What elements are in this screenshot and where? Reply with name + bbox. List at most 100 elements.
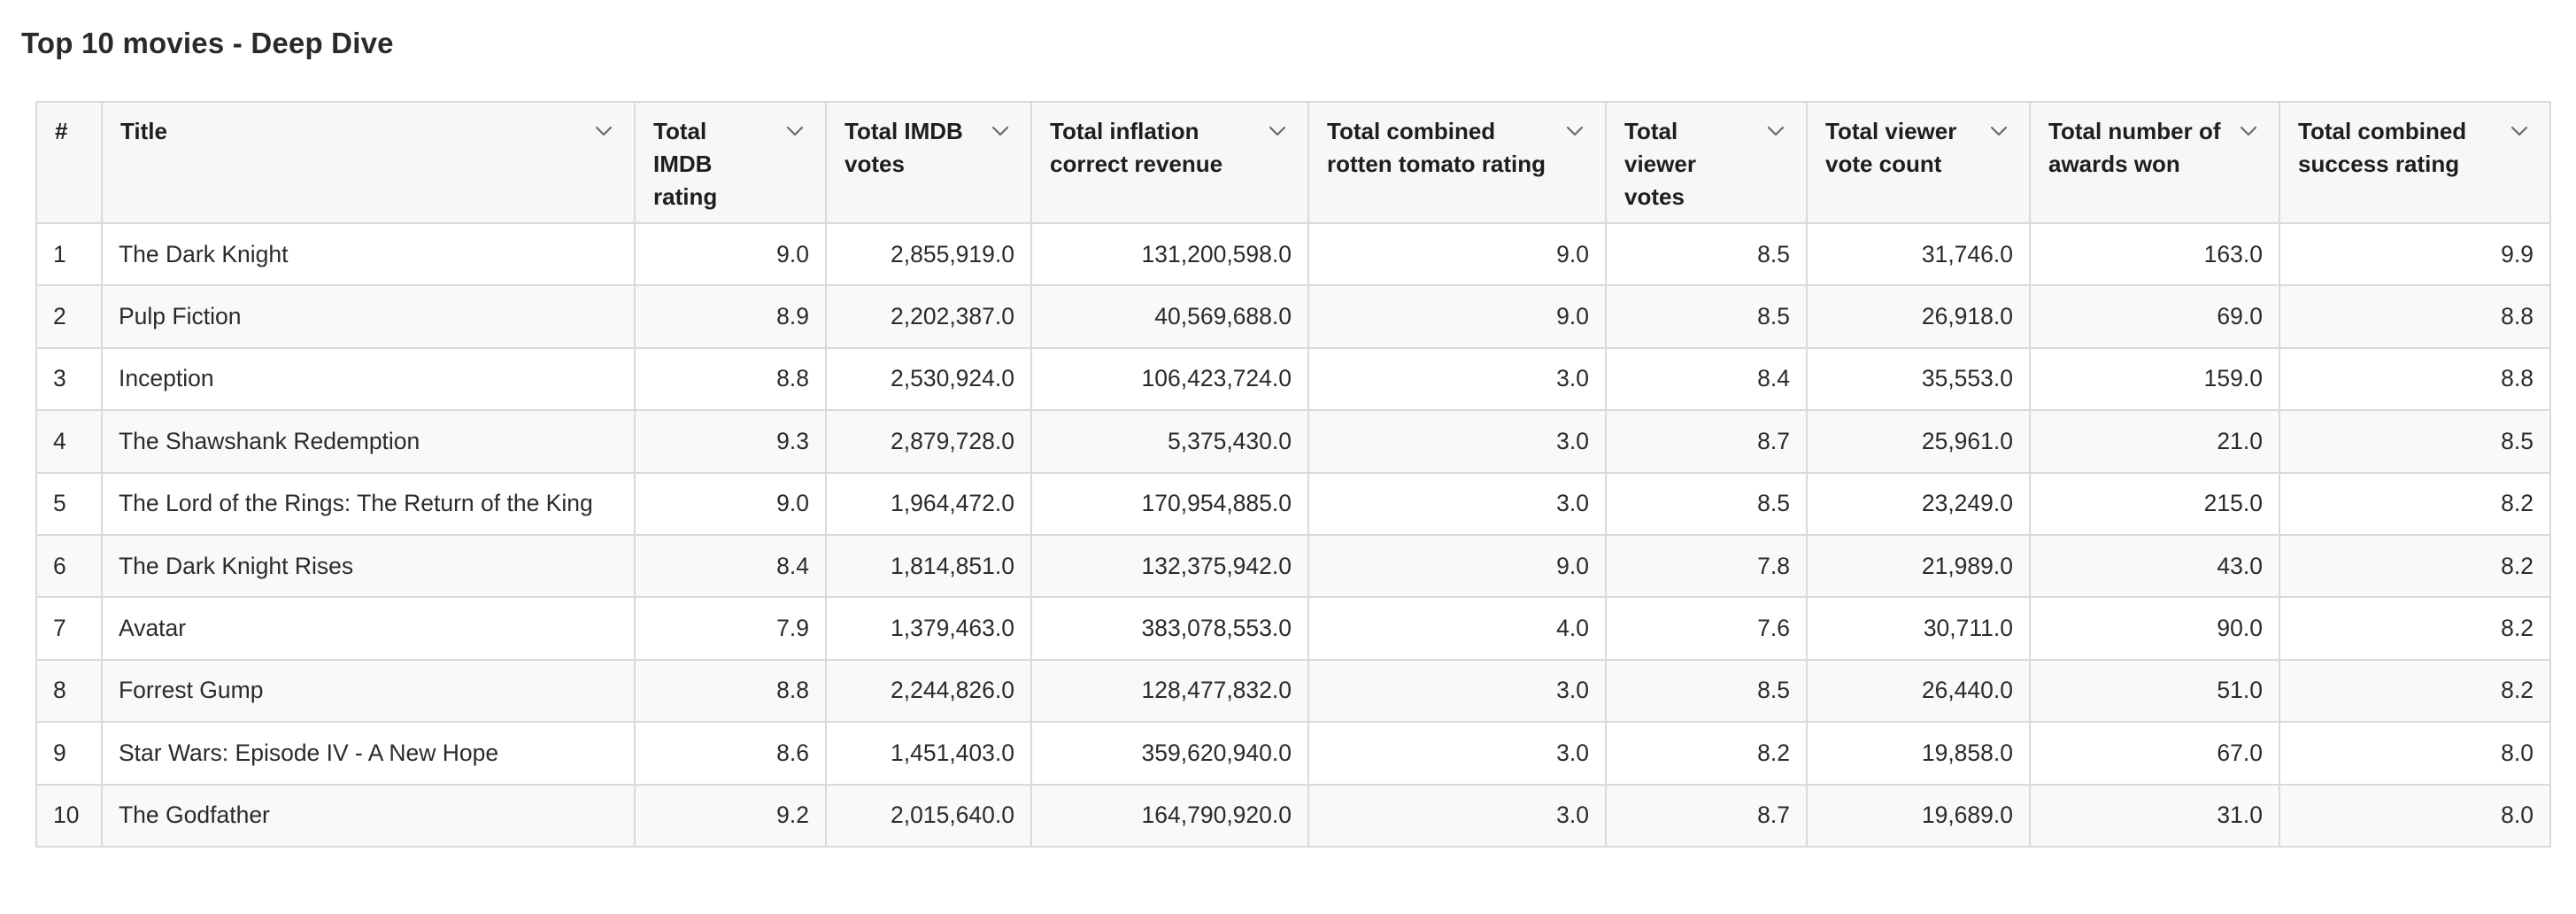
chevron-down-icon[interactable] — [2507, 119, 2532, 143]
cell-imdb-votes: 2,855,919.0 — [825, 221, 1032, 287]
table-body: 1 The Dark Knight 9.0 2,855,919.0 131,200,59… — [35, 221, 2551, 848]
header-row: # Title Total IMDB rating Total IMDB votes T… — [35, 101, 2551, 224]
cell-viewer-votes: 8.5 — [1605, 658, 1808, 724]
cell-imdb-votes: 1,964,472.0 — [825, 471, 1032, 536]
cell-imdb-rating: 9.3 — [634, 409, 827, 474]
cell-awards: 21.0 — [2029, 409, 2280, 474]
cell-title: The Godfather — [101, 783, 636, 848]
cell-imdb-votes: 1,814,851.0 — [825, 533, 1032, 599]
cell-success: 8.2 — [2279, 471, 2551, 536]
cell-revenue: 383,078,553.0 — [1030, 596, 1309, 661]
cell-imdb-rating: 9.2 — [634, 783, 827, 848]
chevron-down-icon[interactable] — [1265, 119, 1290, 143]
cell-revenue: 170,954,885.0 — [1030, 471, 1309, 536]
cell-imdb-rating: 8.8 — [634, 658, 827, 724]
cell-rt-rating: 3.0 — [1307, 783, 1607, 848]
cell-viewer-votes: 7.6 — [1605, 596, 1808, 661]
chevron-down-icon[interactable] — [591, 119, 616, 143]
cell-title: The Dark Knight Rises — [101, 533, 636, 599]
cell-viewer-vote-count: 19,689.0 — [1806, 783, 2031, 848]
cell-revenue: 164,790,920.0 — [1030, 783, 1309, 848]
cell-awards: 67.0 — [2029, 721, 2280, 786]
cell-rt-rating: 3.0 — [1307, 346, 1607, 412]
cell-viewer-vote-count: 26,918.0 — [1806, 284, 2031, 349]
table-row[interactable]: 2 Pulp Fiction 8.9 2,202,387.0 40,569,688.0 9… — [35, 284, 2551, 349]
cell-rt-rating: 4.0 — [1307, 596, 1607, 661]
table-row[interactable]: 10 The Godfather 9.2 2,015,640.0 164,790,920… — [35, 783, 2551, 848]
column-header-awards[interactable]: Total number of awards won — [2029, 101, 2280, 224]
cell-success: 8.2 — [2279, 658, 2551, 724]
column-header-imdb-rating[interactable]: Total IMDB rating — [634, 101, 827, 224]
chevron-down-icon[interactable] — [2236, 119, 2261, 143]
chevron-down-icon[interactable] — [988, 119, 1013, 143]
cell-awards: 159.0 — [2029, 346, 2280, 412]
column-header-label: Total combined rotten tomato rating — [1327, 118, 1546, 177]
column-header-label: Total number of awards won — [2048, 118, 2221, 177]
cell-success: 8.5 — [2279, 409, 2551, 474]
cell-title: Pulp Fiction — [101, 284, 636, 349]
column-header-label: Total inflation correct revenue — [1050, 118, 1223, 177]
cell-title: Avatar — [101, 596, 636, 661]
cell-rt-rating: 9.0 — [1307, 533, 1607, 599]
cell-idx: 6 — [35, 533, 103, 599]
cell-imdb-votes: 2,879,728.0 — [825, 409, 1032, 474]
cell-viewer-votes: 8.2 — [1605, 721, 1808, 786]
column-header-label: Total viewer votes — [1624, 118, 1696, 210]
cell-success: 8.2 — [2279, 533, 2551, 599]
column-header-viewer-vote-count[interactable]: Total viewer vote count — [1806, 101, 2031, 224]
table-row[interactable]: 3 Inception 8.8 2,530,924.0 106,423,724.0 3.0… — [35, 346, 2551, 412]
cell-imdb-votes: 2,244,826.0 — [825, 658, 1032, 724]
cell-rt-rating: 3.0 — [1307, 658, 1607, 724]
column-header-content: Total combined rotten tomato rating — [1327, 115, 1587, 181]
cell-viewer-vote-count: 23,249.0 — [1806, 471, 2031, 536]
column-header-label: Title — [120, 118, 167, 144]
chevron-down-icon[interactable] — [1763, 119, 1788, 143]
chevron-down-icon[interactable] — [783, 119, 807, 143]
chevron-down-icon[interactable] — [1562, 119, 1587, 143]
cell-imdb-rating: 8.4 — [634, 533, 827, 599]
cell-revenue: 131,200,598.0 — [1030, 221, 1309, 287]
column-header-content: Total viewer vote count — [1825, 115, 2011, 181]
page-title: Top 10 movies - Deep Dive — [21, 27, 394, 59]
cell-imdb-rating: 9.0 — [634, 471, 827, 536]
cell-viewer-votes: 8.5 — [1605, 471, 1808, 536]
cell-viewer-votes: 8.4 — [1605, 346, 1808, 412]
cell-awards: 163.0 — [2029, 221, 2280, 287]
column-header-content: Title — [120, 115, 616, 148]
cell-rt-rating: 3.0 — [1307, 721, 1607, 786]
cell-rt-rating: 3.0 — [1307, 471, 1607, 536]
column-header-label: Total viewer vote count — [1825, 118, 1957, 177]
table-row[interactable]: 4 The Shawshank Redemption 9.3 2,879,728.0 5… — [35, 409, 2551, 474]
column-header-content: Total viewer votes — [1624, 115, 1788, 213]
column-header-success[interactable]: Total combined success rating — [2279, 101, 2551, 224]
column-header-imdb-votes[interactable]: Total IMDB votes — [825, 101, 1032, 224]
cell-imdb-votes: 1,451,403.0 — [825, 721, 1032, 786]
column-header-viewer-votes[interactable]: Total viewer votes — [1605, 101, 1808, 224]
cell-revenue: 128,477,832.0 — [1030, 658, 1309, 724]
cell-viewer-votes: 8.7 — [1605, 409, 1808, 474]
cell-idx: 9 — [35, 721, 103, 786]
column-header-label: Total IMDB rating — [653, 118, 718, 210]
chevron-down-icon[interactable] — [1986, 119, 2011, 143]
column-header-revenue[interactable]: Total inflation correct revenue — [1030, 101, 1309, 224]
column-header-label: # — [55, 118, 68, 144]
cell-success: 8.8 — [2279, 346, 2551, 412]
column-header-content: Total combined success rating — [2298, 115, 2532, 181]
table-row[interactable]: 6 The Dark Knight Rises 8.4 1,814,851.0 132,… — [35, 533, 2551, 599]
table-row[interactable]: 7 Avatar 7.9 1,379,463.0 383,078,553.0 4.0 7.6… — [35, 596, 2551, 661]
column-header-content: Total IMDB rating — [653, 115, 807, 213]
column-header-title[interactable]: Title — [101, 101, 636, 224]
cell-imdb-rating: 8.8 — [634, 346, 827, 412]
table-row[interactable]: 1 The Dark Knight 9.0 2,855,919.0 131,200,59… — [35, 221, 2551, 287]
table-row[interactable]: 5 The Lord of the Rings: The Return of th… — [35, 471, 2551, 536]
table-row[interactable]: 8 Forrest Gump 8.8 2,244,826.0 128,477,832.0… — [35, 658, 2551, 724]
cell-title: Forrest Gump — [101, 658, 636, 724]
cell-imdb-votes: 2,530,924.0 — [825, 346, 1032, 412]
column-header-rt-rating[interactable]: Total combined rotten tomato rating — [1307, 101, 1607, 224]
cell-success: 9.9 — [2279, 221, 2551, 287]
cell-idx: 4 — [35, 409, 103, 474]
column-header-label: Total combined success rating — [2298, 118, 2467, 177]
cell-viewer-votes: 7.8 — [1605, 533, 1808, 599]
table-row[interactable]: 9 Star Wars: Episode IV - A New Hope 8.6 1,… — [35, 721, 2551, 786]
cell-rt-rating: 9.0 — [1307, 284, 1607, 349]
